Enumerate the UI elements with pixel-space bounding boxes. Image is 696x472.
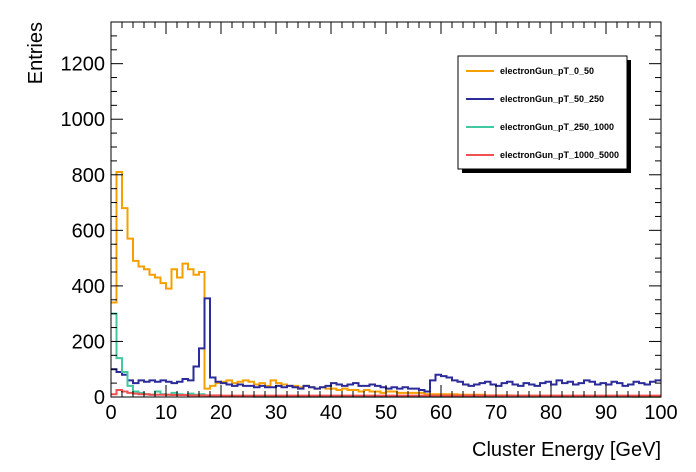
x-tick-label: 10 xyxy=(155,402,177,424)
ticks-layer xyxy=(110,21,662,398)
y-tick-label: 1200 xyxy=(61,54,106,76)
x-tick-label: 80 xyxy=(540,402,562,424)
legend-label-1: electronGun_pT_50_250 xyxy=(500,94,604,104)
y-tick-label: 400 xyxy=(72,276,105,298)
x-tick-label: 30 xyxy=(265,402,287,424)
x-tick-label: 100 xyxy=(644,402,677,424)
x-tick-label: 60 xyxy=(430,402,452,424)
y-axis-title: Entries xyxy=(25,22,47,84)
legend-label-3: electronGun_pT_1000_5000 xyxy=(500,150,619,160)
legend-box xyxy=(457,55,628,170)
y-tick-label: 0 xyxy=(94,387,105,409)
series-line-3 xyxy=(111,389,661,397)
x-tick-label: 40 xyxy=(320,402,342,424)
legend: electronGun_pT_0_50 electronGun_pT_50_250… xyxy=(457,55,631,173)
y-tick-label: 1000 xyxy=(61,109,106,131)
y-tick-label: 800 xyxy=(72,165,105,187)
x-tick-label: 70 xyxy=(485,402,507,424)
y-tick-label: 600 xyxy=(72,220,105,242)
tick-labels-layer: 0 10 20 30 40 50 60 70 80 90 100020040060080010001… xyxy=(61,54,678,424)
x-tick-label: 90 xyxy=(595,402,617,424)
legend-label-2: electronGun_pT_250_1000 xyxy=(500,122,614,132)
legend-label-0: electronGun_pT_0_50 xyxy=(500,66,594,76)
x-axis-title: Cluster Energy [GeV] xyxy=(472,439,661,461)
legend-entries: electronGun_pT_0_50 electronGun_pT_50_250… xyxy=(466,66,619,160)
x-tick-label: 50 xyxy=(375,402,397,424)
y-tick-label: 200 xyxy=(72,331,105,353)
x-tick-label: 20 xyxy=(210,402,232,424)
series-line-1 xyxy=(111,297,661,393)
x-tick-label: 0 xyxy=(105,402,116,424)
